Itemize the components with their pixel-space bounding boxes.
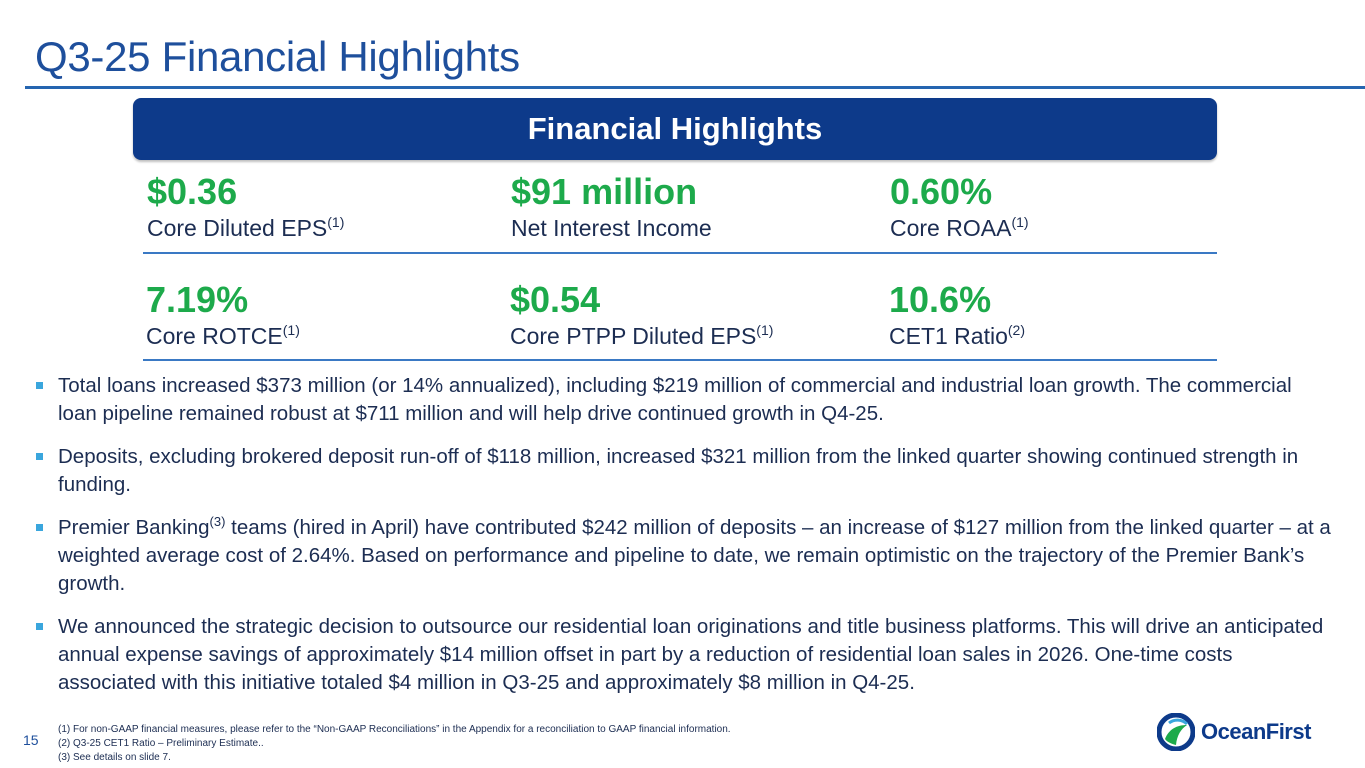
metric-value: $91 million	[511, 171, 698, 212]
footnotes: (1) For non-GAAP financial measures, ple…	[58, 723, 731, 765]
slide-title: Q3-25 Financial Highlights	[35, 33, 520, 80]
metric-net-interest-income: $91 million Net Interest Income	[511, 172, 851, 242]
footnote: (1) For non-GAAP financial measures, ple…	[58, 724, 731, 735]
page-number: 15	[23, 732, 39, 748]
square-bullet-icon	[36, 623, 43, 630]
metric-core-diluted-eps: $0.36 Core Diluted EPS(1)	[147, 172, 487, 242]
square-bullet-icon	[36, 382, 43, 389]
metric-value: 10.6%	[889, 279, 992, 320]
footnote: (2) Q3-25 CET1 Ratio – Preliminary Estim…	[58, 738, 264, 749]
square-bullet-icon	[36, 524, 43, 531]
metric-core-ptpp-diluted-eps: $0.54 Core PTPP Diluted EPS(1)	[510, 280, 850, 350]
oceanfirst-logo-icon	[1157, 713, 1195, 751]
bullet-item: Total loans increased $373 million (or 1…	[34, 372, 1334, 428]
metric-label: CET1 Ratio(2)	[889, 322, 1025, 349]
bullet-item: We announced the strategic decision to o…	[34, 613, 1334, 697]
metric-value: 0.60%	[890, 171, 993, 212]
metric-value: 7.19%	[146, 279, 249, 320]
metric-value: $0.36	[147, 171, 238, 212]
metric-label: Core ROTCE(1)	[146, 322, 300, 349]
bullet-item: Deposits, excluding brokered deposit run…	[34, 443, 1334, 499]
title-divider	[25, 86, 1365, 89]
metric-label: Core Diluted EPS(1)	[147, 214, 345, 241]
metric-core-rotce: 7.19% Core ROTCE(1)	[146, 280, 486, 350]
metrics-row-divider	[143, 359, 1217, 361]
square-bullet-icon	[36, 453, 43, 460]
metric-label: Net Interest Income	[511, 215, 712, 241]
bullet-item: Premier Banking(3) teams (hired in April…	[34, 514, 1334, 598]
metric-cet1-ratio: 10.6% CET1 Ratio(2)	[889, 280, 1229, 350]
banner-label: Financial Highlights	[527, 111, 823, 146]
logo-wordmark: OceanFirst	[1201, 719, 1311, 744]
financial-highlights-banner: Financial Highlights	[133, 98, 1217, 160]
oceanfirst-logo: OceanFirst	[1157, 713, 1311, 751]
metric-label: Core ROAA(1)	[890, 214, 1029, 241]
metric-core-roaa: 0.60% Core ROAA(1)	[890, 172, 1230, 242]
metrics-row-divider	[143, 252, 1217, 254]
highlights-bullet-list: Total loans increased $373 million (or 1…	[34, 372, 1334, 712]
metric-label: Core PTPP Diluted EPS(1)	[510, 322, 774, 349]
metric-value: $0.54	[510, 279, 601, 320]
footnote: (3) See details on slide 7.	[58, 752, 171, 763]
